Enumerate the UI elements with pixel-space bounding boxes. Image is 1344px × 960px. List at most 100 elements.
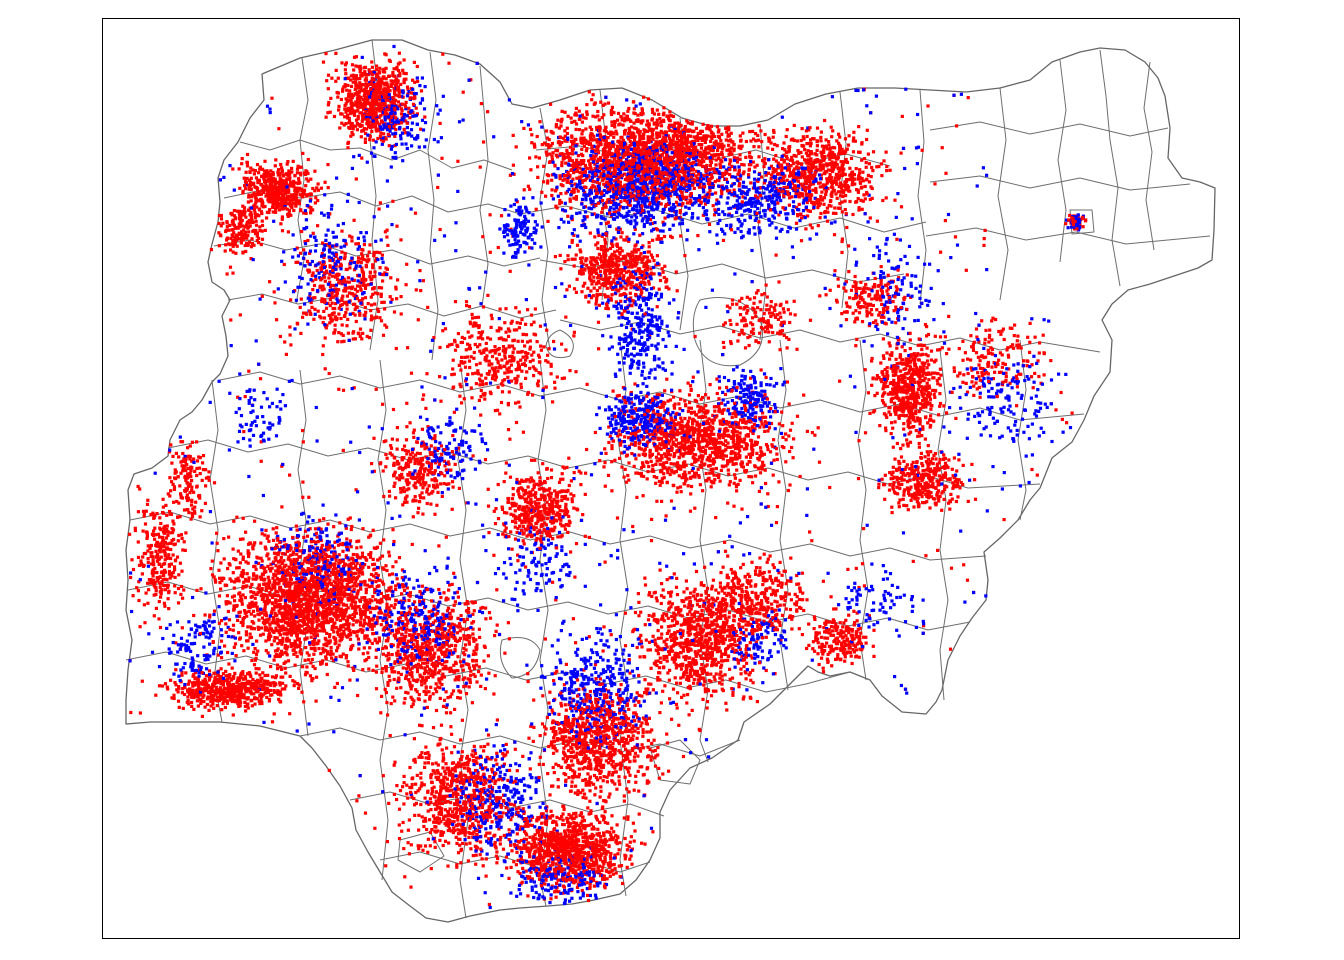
red-point bbox=[596, 181, 599, 184]
red-point bbox=[378, 316, 381, 319]
red-point bbox=[929, 450, 932, 453]
red-point bbox=[344, 122, 347, 125]
red-point bbox=[890, 432, 893, 435]
red-point bbox=[939, 402, 942, 405]
red-point bbox=[816, 149, 819, 152]
red-point bbox=[855, 188, 858, 191]
red-point bbox=[628, 127, 631, 130]
red-point bbox=[648, 241, 651, 244]
red-point bbox=[378, 67, 381, 70]
red-point bbox=[870, 359, 873, 362]
red-point bbox=[580, 290, 583, 293]
red-point bbox=[796, 415, 799, 418]
red-point bbox=[419, 289, 422, 292]
red-point bbox=[704, 415, 707, 418]
red-point bbox=[248, 221, 251, 224]
red-point bbox=[704, 452, 707, 455]
red-point bbox=[675, 270, 678, 273]
red-point bbox=[372, 116, 375, 119]
red-point bbox=[324, 280, 327, 283]
red-point bbox=[828, 158, 831, 161]
red-point bbox=[846, 148, 849, 151]
red-point bbox=[796, 214, 799, 217]
red-point bbox=[888, 471, 891, 474]
red-point bbox=[876, 374, 879, 377]
red-point bbox=[926, 486, 929, 489]
red-point bbox=[554, 189, 557, 192]
red-point bbox=[325, 116, 328, 119]
red-point bbox=[909, 338, 912, 341]
red-point bbox=[862, 179, 865, 182]
red-point bbox=[904, 367, 907, 370]
red-point bbox=[882, 159, 885, 162]
red-point bbox=[327, 276, 330, 279]
red-point bbox=[314, 196, 317, 199]
red-point bbox=[605, 222, 608, 225]
red-point bbox=[512, 164, 515, 167]
red-point bbox=[683, 460, 686, 463]
red-point bbox=[692, 456, 695, 459]
red-point bbox=[893, 402, 896, 405]
red-point bbox=[606, 262, 609, 265]
red-point bbox=[796, 149, 799, 152]
red-point bbox=[829, 173, 832, 176]
red-point bbox=[657, 113, 660, 116]
red-point bbox=[887, 410, 890, 413]
red-point bbox=[838, 136, 841, 139]
red-point bbox=[341, 90, 344, 93]
red-point bbox=[683, 482, 686, 485]
red-point bbox=[540, 191, 543, 194]
red-point bbox=[634, 472, 637, 475]
red-point bbox=[356, 290, 359, 293]
red-point bbox=[725, 138, 728, 141]
red-point bbox=[626, 110, 629, 113]
red-point bbox=[938, 405, 941, 408]
red-point bbox=[623, 310, 626, 313]
red-point bbox=[788, 168, 791, 171]
red-point bbox=[738, 454, 741, 457]
red-point bbox=[761, 422, 764, 425]
red-point bbox=[289, 333, 292, 336]
red-point bbox=[662, 271, 665, 274]
red-point bbox=[731, 430, 734, 433]
red-point bbox=[257, 171, 260, 174]
red-point bbox=[254, 211, 257, 214]
red-point bbox=[244, 216, 247, 219]
red-point bbox=[642, 96, 645, 99]
red-point bbox=[892, 481, 895, 484]
red-point bbox=[595, 299, 598, 302]
red-point bbox=[360, 135, 363, 138]
red-point bbox=[374, 101, 377, 104]
red-point bbox=[610, 460, 613, 463]
red-point bbox=[738, 184, 741, 187]
red-point bbox=[551, 151, 554, 154]
red-point bbox=[913, 497, 916, 500]
red-point bbox=[913, 359, 916, 362]
red-point bbox=[735, 489, 738, 492]
red-point bbox=[388, 144, 391, 147]
red-point bbox=[819, 216, 822, 219]
red-point bbox=[350, 236, 353, 239]
red-point bbox=[368, 243, 371, 246]
red-point bbox=[632, 100, 635, 103]
red-point bbox=[598, 304, 601, 307]
red-point bbox=[713, 478, 716, 481]
red-point bbox=[578, 270, 581, 273]
red-point bbox=[515, 145, 518, 148]
red-point bbox=[917, 502, 920, 505]
red-point bbox=[726, 502, 729, 505]
red-point bbox=[723, 449, 726, 452]
red-point bbox=[936, 463, 939, 466]
red-point bbox=[249, 181, 252, 184]
red-point bbox=[274, 164, 277, 167]
red-point bbox=[381, 279, 384, 282]
red-point bbox=[736, 436, 739, 439]
red-point bbox=[645, 142, 648, 145]
red-point bbox=[644, 269, 647, 272]
red-point bbox=[937, 413, 940, 416]
red-point bbox=[900, 390, 903, 393]
red-point bbox=[383, 307, 386, 310]
red-point bbox=[355, 55, 358, 58]
red-point bbox=[657, 452, 660, 455]
red-point bbox=[300, 298, 303, 301]
